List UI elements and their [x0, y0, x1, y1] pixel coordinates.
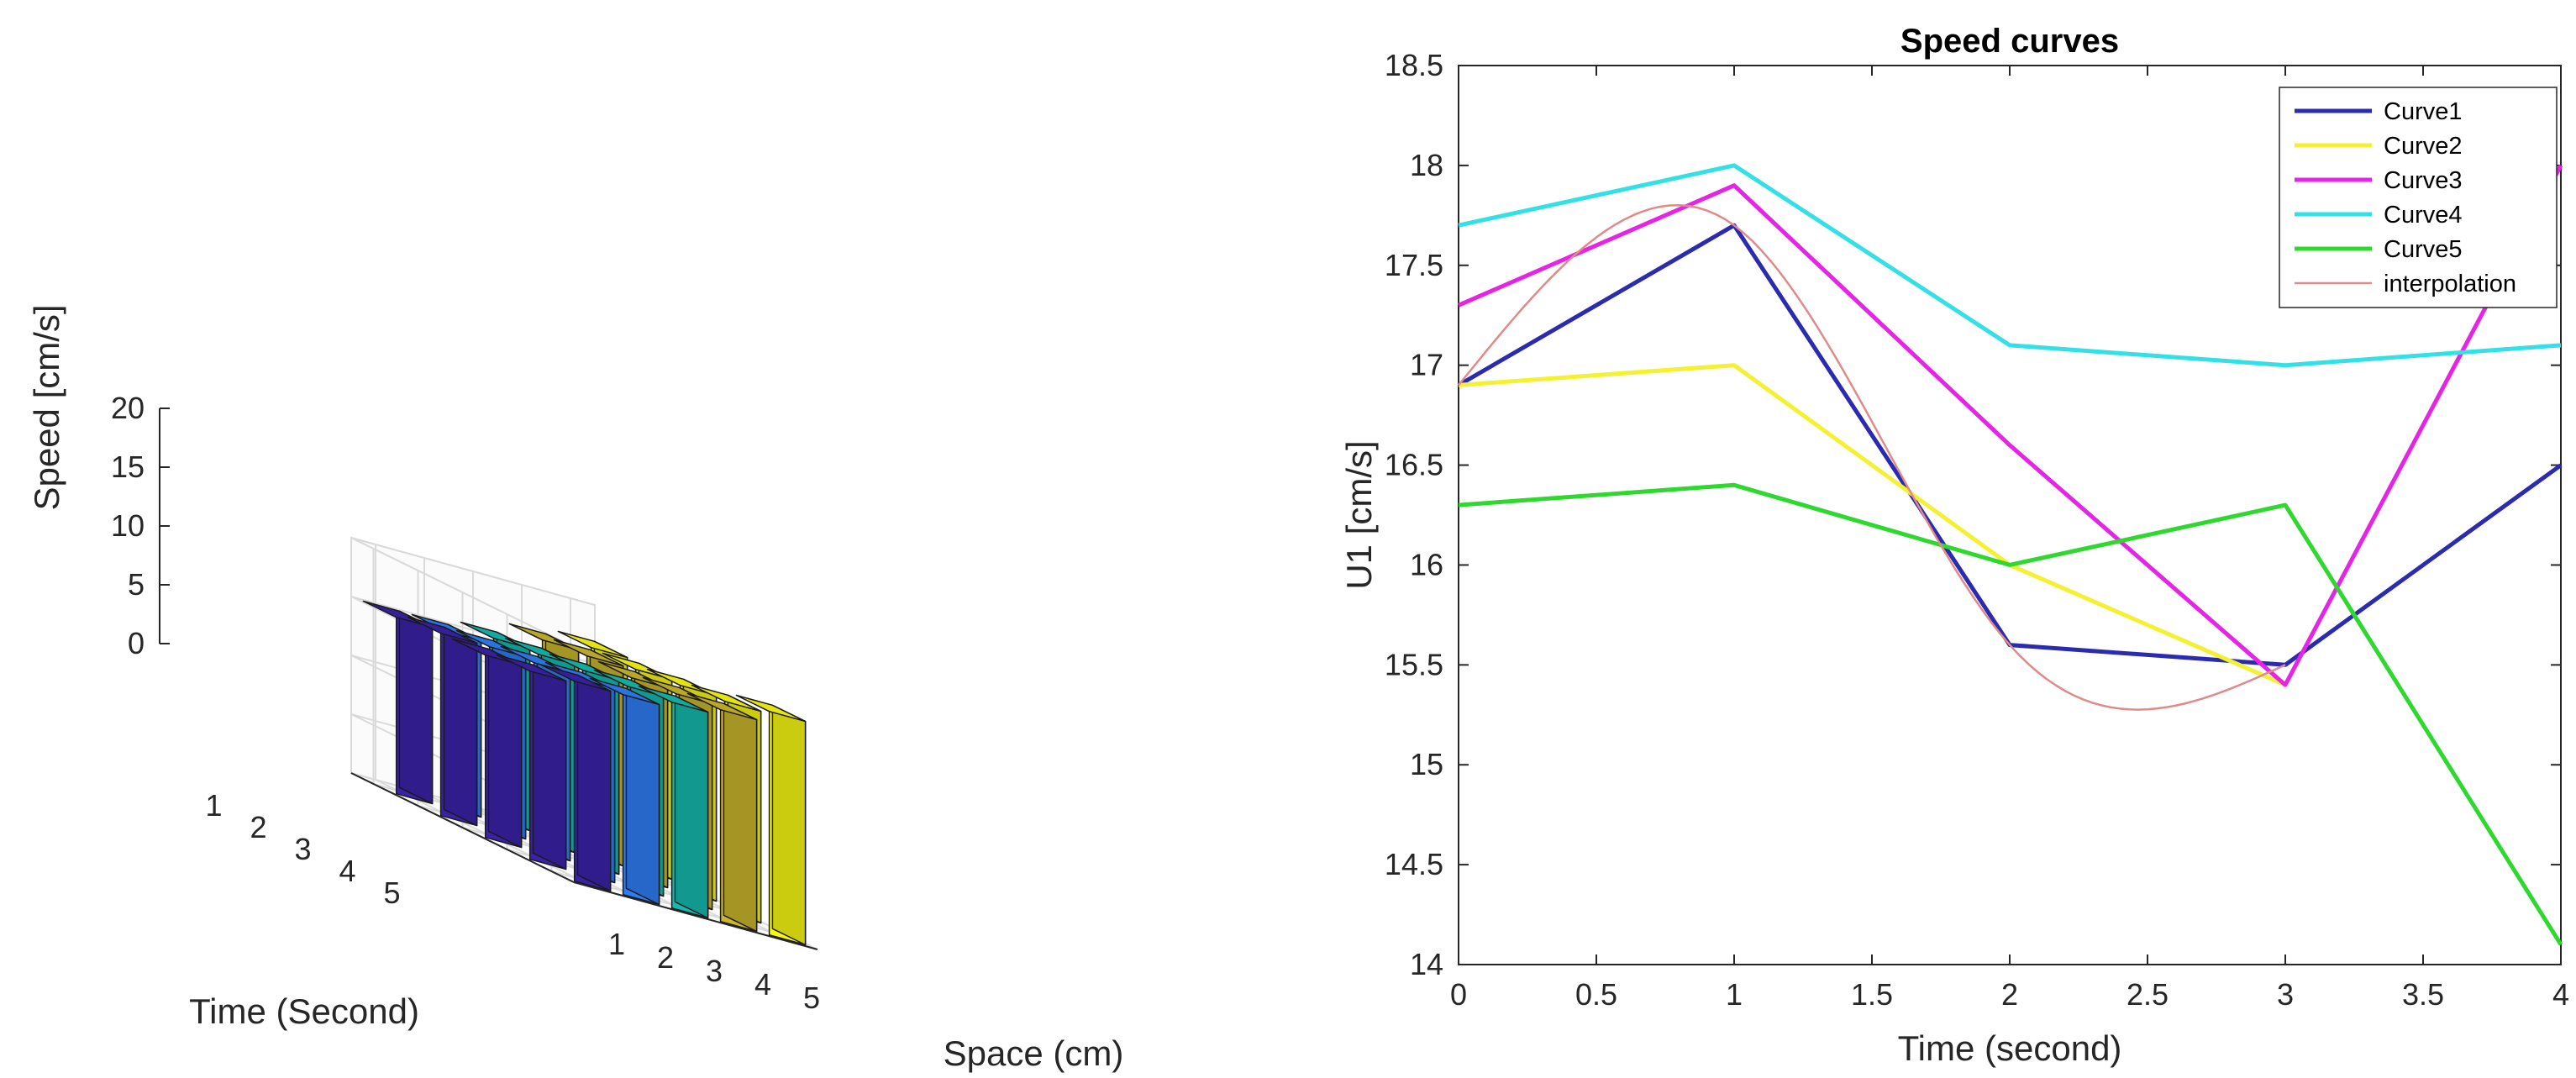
z-tick-label: 15 [111, 450, 145, 484]
time-tick-label: 5 [383, 876, 400, 910]
legend-label: Curve4 [2384, 202, 2463, 229]
legend-label: Curve5 [2384, 236, 2463, 263]
time-axis-line [350, 772, 575, 883]
series-line-curve5 [1458, 482, 2563, 946]
bar-top-face [589, 677, 660, 706]
space-tick-label: 2 [657, 940, 674, 975]
y-tick-label: 15 [1410, 747, 1443, 781]
bar-top-face [496, 654, 567, 682]
bar-space5-time5 [735, 694, 807, 946]
bar-side-face [625, 687, 660, 906]
legend: Curve1 Curve2 Curve3 Curve4 Curve5 interpolat… [2279, 87, 2558, 308]
z-tick-label: 10 [111, 508, 145, 543]
bar-top-face [540, 664, 612, 692]
line-chart: Speed curves 0 0.5 1 1.5 2 2.5 3 3.5 4 14 14.5 15 15.… [1339, 23, 2569, 1068]
legend-box [2279, 87, 2558, 308]
legend-label: Curve1 [2384, 98, 2463, 125]
bar-space1-time5 [540, 664, 612, 892]
y-tick-label: 16.5 [1385, 448, 1443, 482]
time-tick-label: 1 [205, 788, 222, 823]
y-tick-label: 18 [1410, 148, 1443, 182]
z-gridline [350, 537, 596, 648]
series-line-curve3 [1458, 164, 2563, 687]
bar-space4-time5 [686, 692, 758, 933]
x-tick-label: 3.5 [2402, 977, 2444, 1012]
bar-side-face [532, 664, 567, 870]
space-tick-label: 4 [754, 967, 771, 1002]
bar-top-face [638, 685, 709, 713]
bar-top-face [735, 694, 807, 723]
legend-label: interpolation [2384, 271, 2516, 297]
bar-side-face [576, 674, 612, 892]
bar-side-face [443, 626, 478, 827]
y-tick-label: 17 [1410, 348, 1443, 382]
space-axis-label: Space (cm) [944, 1033, 1124, 1073]
bar-space2-time5 [589, 677, 660, 906]
time-tick-label: 3 [294, 832, 311, 866]
bar-side-face [771, 704, 807, 946]
legend-label: Curve2 [2384, 133, 2463, 160]
series-lines [1457, 163, 2563, 946]
y-tick-label: 17.5 [1385, 248, 1443, 282]
bar-space1-time2 [407, 616, 478, 827]
bar-space3-time5 [638, 685, 709, 919]
bar-top-face [407, 616, 478, 644]
y-tick-label: 16 [1410, 547, 1443, 581]
space-tick-label: 3 [706, 954, 723, 988]
y-tick-label: 18.5 [1385, 48, 1443, 82]
z-axis-label: Speed [cm/s] [27, 304, 66, 510]
bar-side-face [723, 702, 758, 933]
y-tick-label: 14 [1410, 947, 1443, 981]
time-tick-label: 2 [250, 810, 266, 844]
space-tick-label: 1 [608, 927, 625, 961]
series-line-curve2 [1458, 363, 2286, 687]
time-axis-label: Time (Second) [189, 991, 419, 1031]
z-tick-label: 5 [128, 567, 145, 602]
space-tick-label: 5 [803, 981, 820, 1015]
series-line-interpolation [1458, 203, 2286, 711]
z-tick-label: 0 [128, 626, 145, 660]
x-tick-label: 4 [2552, 977, 2569, 1012]
legend-label: Curve3 [2384, 167, 2463, 194]
line-plot: Speed curves 0 0.5 1 1.5 2 2.5 3 3.5 4 14 14.5 15 15.… [1339, 23, 2569, 1068]
y-tick-label: 14.5 [1385, 847, 1443, 881]
bar-space1-time3 [451, 638, 523, 849]
space-axis-line [573, 881, 818, 950]
x-axis-label: Time (second) [1898, 1028, 2122, 1068]
z-tick-label: 20 [111, 391, 145, 425]
space-gridline [375, 544, 599, 890]
x-tick-label: 1 [1726, 977, 1743, 1012]
x-tick-label: 2.5 [2127, 977, 2169, 1012]
bar-side-face [674, 695, 709, 919]
y-axis-label: U1 [cm/s] [1339, 440, 1379, 589]
x-tick-label: 0 [1450, 977, 1467, 1012]
x-tick-label: 1.5 [1851, 977, 1893, 1012]
bar3d-bars [362, 600, 807, 946]
chart-title: Speed curves [1900, 23, 2119, 60]
bar-top-face [686, 692, 758, 721]
x-tick-label: 0.5 [1575, 977, 1617, 1012]
series-line-curve4 [1458, 163, 2562, 368]
bar-top-face [553, 639, 624, 667]
bar-side-face [398, 610, 434, 805]
x-tick-label: 2 [2001, 977, 2018, 1012]
bar-top-face [691, 684, 762, 713]
x-tick-label: 3 [2277, 977, 2294, 1012]
bar-side-face [487, 648, 523, 849]
y-tick-label: 15.5 [1385, 647, 1443, 681]
time-tick-label: 4 [339, 854, 355, 888]
bar-space1-time4 [496, 654, 567, 870]
bar-top-face [557, 630, 628, 659]
